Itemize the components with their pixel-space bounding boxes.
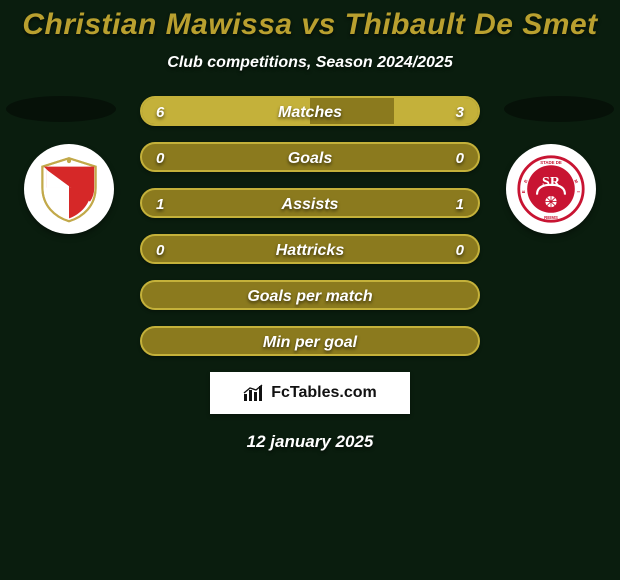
- svg-text:STADE DE: STADE DE: [540, 160, 562, 165]
- club-crest-left: [24, 144, 114, 234]
- stat-row: Goals per match: [140, 280, 480, 310]
- comparison-infographic: Christian Mawissa vs Thibault De Smet Cl…: [0, 0, 620, 580]
- stat-value-right: 0: [456, 236, 464, 264]
- stat-row: Matches6 3: [140, 96, 480, 126]
- stat-value-right: 0: [456, 144, 464, 172]
- stat-label: Goals: [142, 144, 478, 172]
- stat-label: Hattricks: [142, 236, 478, 264]
- stat-value-left: 0: [156, 144, 164, 172]
- stat-value-left: 0: [156, 236, 164, 264]
- brand-text: FcTables.com: [271, 384, 377, 402]
- stat-row: Hattricks0 0: [140, 234, 480, 264]
- crest-shadow-left: [6, 96, 116, 122]
- club-crest-right: SR STADE DE R E I M REIMS: [506, 144, 596, 234]
- stat-row: Min per goal: [140, 326, 480, 356]
- brand-chart-icon: [243, 384, 265, 402]
- stat-label: Matches: [142, 98, 478, 126]
- svg-text:I: I: [576, 191, 581, 192]
- monaco-crest-icon: [34, 154, 104, 224]
- footer-date: 12 january 2025: [0, 432, 620, 452]
- stat-label: Assists: [142, 190, 478, 218]
- crest-shadow-right: [504, 96, 614, 122]
- svg-text:SR: SR: [542, 175, 561, 190]
- stat-bars: Matches63Goals00Assists11Hattricks00Goal…: [140, 96, 480, 356]
- reims-crest-icon: SR STADE DE R E I M REIMS: [516, 154, 586, 224]
- stat-label: Goals per match: [142, 282, 478, 310]
- stat-row: Goals0 0: [140, 142, 480, 172]
- stat-label: Min per goal: [142, 328, 478, 356]
- stat-value-left: 6: [156, 98, 164, 126]
- page-subtitle: Club competitions, Season 2024/2025: [0, 54, 620, 72]
- stat-row: Assists1 1: [140, 188, 480, 218]
- svg-text:REIMS: REIMS: [544, 215, 558, 220]
- brand-badge: FcTables.com: [210, 372, 410, 414]
- content-area: SR STADE DE R E I M REIMS Matches63Goals: [0, 96, 620, 452]
- stat-value-right: 3: [456, 98, 464, 126]
- page-title: Christian Mawissa vs Thibault De Smet: [0, 0, 620, 42]
- stat-value-right: 1: [456, 190, 464, 218]
- stat-value-left: 1: [156, 190, 164, 218]
- svg-text:E: E: [521, 190, 526, 193]
